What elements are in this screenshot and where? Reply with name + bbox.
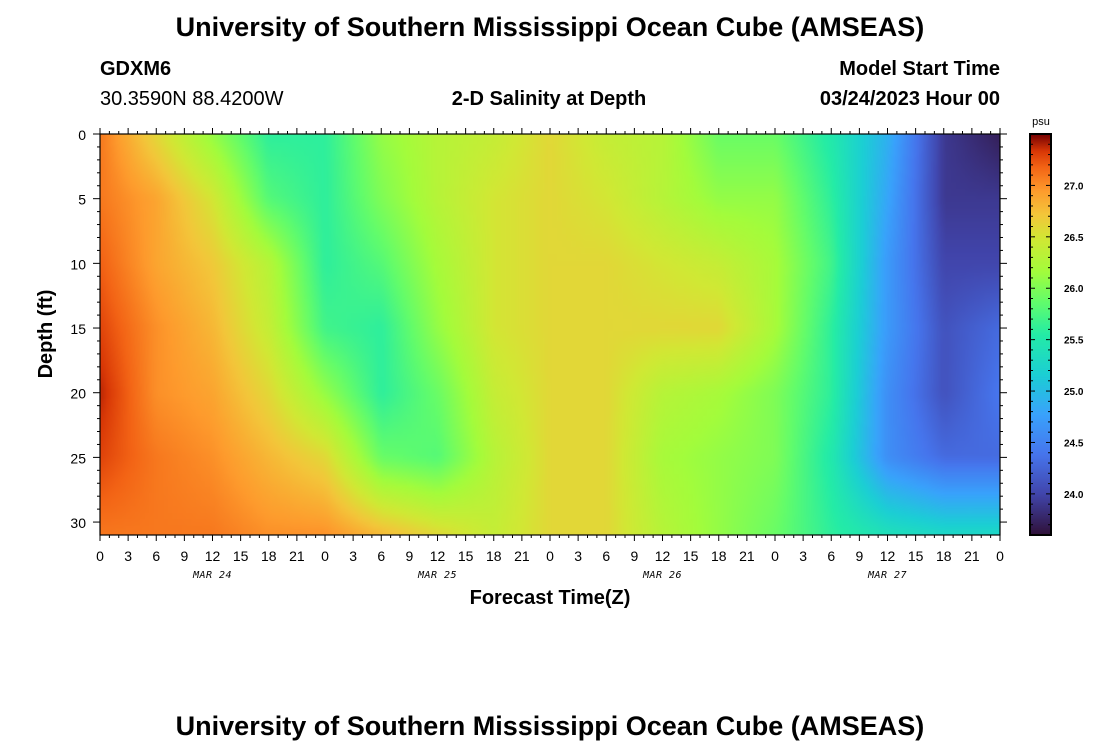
x-tick-label: 0 (771, 548, 779, 564)
x-tick-label: 6 (602, 548, 610, 564)
x-tick-label: 21 (289, 548, 305, 564)
x-day-label: MAR 27 (867, 570, 907, 581)
colorbar-tick-label: 27.0 (1064, 181, 1084, 192)
model-start-value: 03/24/2023 Hour 00 (820, 88, 1000, 110)
colorbar-tick-label: 26.5 (1064, 233, 1084, 244)
y-tick-label: 5 (78, 192, 86, 208)
x-tick-label: 0 (996, 548, 1004, 564)
x-day-label: MAR 25 (417, 570, 457, 581)
x-tick-label: 3 (349, 548, 357, 564)
model-start-label: Model Start Time (839, 58, 1000, 80)
colorbar-tick-label: 24.0 (1064, 490, 1084, 501)
x-tick-label: 9 (855, 548, 863, 564)
x-axis-tick-labels: 0 3 6 9 12 15 18 21 0 3 6 9 12 15 18 21 0 3 6 9 12 15 18 21 0 3 6 9… (96, 548, 1004, 564)
y-axis-label: Depth (ft) (35, 290, 57, 379)
station-location: 30.3590N 88.4200W (100, 88, 284, 110)
colorbar-gradient (1030, 134, 1051, 535)
x-tick-label: 9 (405, 548, 413, 564)
x-tick-label: 12 (205, 548, 221, 564)
x-day-label: MAR 26 (642, 570, 682, 581)
x-tick-label: 3 (124, 548, 132, 564)
x-tick-label: 18 (261, 548, 277, 564)
x-tick-label: 0 (96, 548, 104, 564)
x-tick-label: 15 (908, 548, 924, 564)
y-tick-label: 25 (70, 450, 86, 466)
x-tick-label: 0 (321, 548, 329, 564)
x-tick-label: 6 (377, 548, 385, 564)
colorbar-tick-label: 25.0 (1064, 387, 1084, 398)
x-tick-label: 3 (574, 548, 582, 564)
x-day-label: MAR 24 (192, 570, 232, 581)
colorbar-unit: psu (1032, 116, 1050, 128)
page-title: University of Southern Mississippi Ocean… (176, 12, 925, 42)
y-tick-label: 15 (70, 321, 86, 337)
y-tick-label: 30 (70, 515, 86, 531)
x-tick-label: 18 (711, 548, 727, 564)
y-tick-label: 10 (70, 256, 86, 272)
colorbar-tick-labels: 24.0 24.5 25.0 25.5 26.0 26.5 27.0 (1064, 181, 1084, 500)
salinity-heatmap (100, 134, 1000, 535)
y-tick-label: 0 (78, 127, 86, 143)
x-tick-label: 21 (964, 548, 980, 564)
x-tick-label: 18 (486, 548, 502, 564)
x-tick-label: 12 (430, 548, 446, 564)
y-axis-ticks (93, 133, 1007, 523)
x-tick-label: 12 (655, 548, 671, 564)
x-tick-label: 15 (458, 548, 474, 564)
x-tick-label: 9 (630, 548, 638, 564)
colorbar-ticks (1030, 143, 1051, 526)
colorbar-frame (1029, 133, 1052, 536)
colorbar-tick-label: 24.5 (1064, 438, 1084, 449)
y-axis-tick-labels: 0 5 10 15 20 25 30 (70, 127, 86, 531)
x-tick-label: 15 (683, 548, 699, 564)
colorbar-tick-label: 25.5 (1064, 336, 1084, 347)
x-tick-label: 6 (827, 548, 835, 564)
footer-title: University of Southern Mississippi Ocean… (176, 711, 925, 741)
x-tick-label: 3 (799, 548, 807, 564)
station-id: GDXM6 (100, 58, 171, 80)
x-tick-label: 12 (880, 548, 896, 564)
x-tick-label: 6 (152, 548, 160, 564)
x-axis-ticks (99, 128, 1001, 541)
x-tick-label: 9 (180, 548, 188, 564)
x-tick-label: 21 (739, 548, 755, 564)
x-tick-label: 18 (936, 548, 952, 564)
x-axis-day-labels: MAR 24 MAR 25 MAR 26 MAR 27 (192, 570, 907, 581)
colorbar-tick-label: 26.0 (1064, 284, 1084, 295)
x-axis-label: Forecast Time(Z) (470, 587, 631, 609)
x-tick-label: 15 (233, 548, 249, 564)
chart-subtitle: 2-D Salinity at Depth (452, 88, 646, 110)
y-tick-label: 20 (70, 386, 86, 402)
x-tick-label: 0 (546, 548, 554, 564)
x-tick-label: 21 (514, 548, 530, 564)
